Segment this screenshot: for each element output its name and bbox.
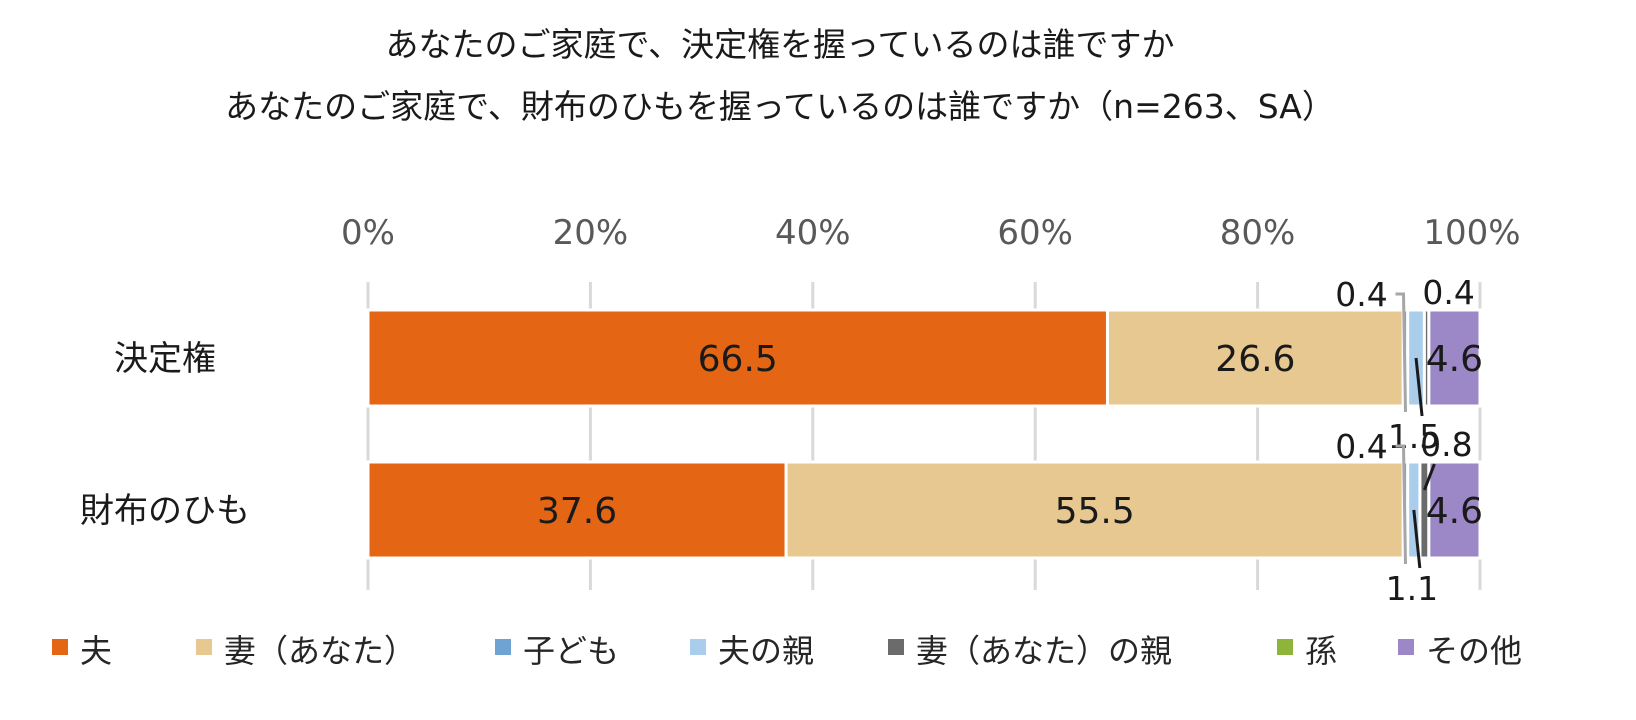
data-label: 0.4	[1422, 273, 1474, 312]
leader-line	[1423, 463, 1436, 491]
data-label: 0.8	[1420, 425, 1472, 464]
x-tick-label: 60%	[997, 213, 1073, 253]
data-label: 55.5	[1055, 491, 1135, 532]
bar-segment	[366, 308, 1109, 408]
legend-label: 孫	[1305, 632, 1337, 670]
data-label: 1.1	[1386, 569, 1438, 608]
legend-swatch	[495, 639, 511, 655]
legend-swatch	[52, 639, 68, 655]
leader-line	[1414, 357, 1424, 417]
x-tick-label: 80%	[1220, 213, 1296, 253]
leader-line	[1412, 509, 1422, 569]
legend-label: 夫	[80, 632, 112, 670]
legend-label: 子ども	[523, 632, 619, 670]
legend-label: 妻（あなた）の親	[916, 632, 1172, 670]
category-label: 財布のひも	[80, 491, 250, 531]
legend-swatch	[888, 639, 904, 655]
data-label: 4.6	[1426, 491, 1483, 532]
bar-segment	[1427, 460, 1482, 560]
bar-segment	[1427, 308, 1482, 408]
x-tick-label: 0%	[341, 213, 395, 253]
legend-swatch	[690, 639, 706, 655]
data-label: 66.5	[698, 339, 778, 380]
chart-title-line: あなたのご家庭で、財布のひもを握っているのは誰ですか（n=263、SA）	[225, 87, 1335, 126]
x-tick-label: 20%	[553, 213, 629, 253]
chart-title: あなたのご家庭で、決定権を握っているのは誰ですかあなたのご家庭で、財布のひもを握…	[225, 25, 1335, 126]
legend-label: 夫の親	[718, 632, 814, 670]
legend-label: その他	[1426, 632, 1522, 670]
legend-swatch	[196, 639, 212, 655]
x-tick-label: 40%	[775, 213, 851, 253]
data-label: 4.6	[1426, 339, 1483, 380]
x-axis-ticks: 0% 20% 40% 60% 80% 100%	[341, 213, 1521, 253]
data-label: 1.5	[1388, 417, 1440, 456]
data-label: 0.4	[1335, 275, 1387, 314]
category-label: 決定権	[114, 339, 216, 379]
data-label: 37.6	[537, 491, 617, 532]
legend-swatch	[1398, 639, 1414, 655]
chart-title-line: あなたのご家庭で、決定権を握っているのは誰ですか	[385, 25, 1174, 64]
data-label: 0.4	[1335, 427, 1387, 466]
legend-label: 妻（あなた）	[224, 632, 416, 670]
data-labels: 66.5 26.60.41.50.44.637.6 55.50.41.10.84.6	[537, 273, 1483, 608]
data-label: 26.6	[1215, 339, 1295, 380]
legend: 夫 妻（あなた） 子ども 夫の親 妻（あなた）の親 孫 その他	[52, 632, 1522, 670]
bars	[366, 308, 1482, 560]
leader-line	[1395, 444, 1407, 565]
leader-line	[1395, 292, 1407, 413]
legend-swatch	[1277, 639, 1293, 655]
bar-segment	[784, 460, 1405, 560]
x-tick-label: 100%	[1423, 213, 1520, 253]
